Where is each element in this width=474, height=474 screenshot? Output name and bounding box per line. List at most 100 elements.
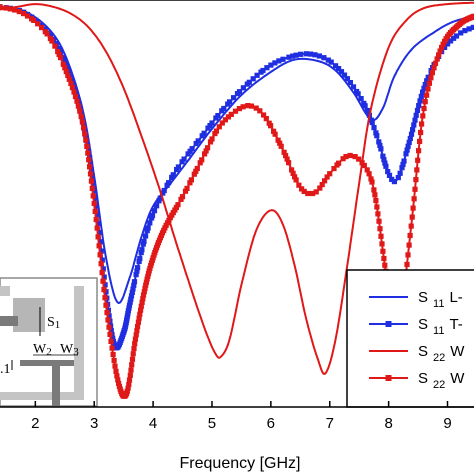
series-2-marker: [130, 286, 136, 292]
series-2-marker: [98, 248, 104, 254]
series-2-marker: [209, 120, 215, 126]
series-4-marker: [310, 190, 316, 197]
legend-label: S 22 W: [418, 343, 465, 364]
series-4-marker: [191, 171, 197, 177]
series-2-marker: [166, 180, 172, 186]
series-2-marker: [106, 313, 112, 319]
series-4-marker: [356, 156, 362, 162]
series-4-marker: [65, 72, 71, 78]
series-2-marker: [404, 147, 410, 153]
series-4-marker: [471, 13, 474, 19]
series-2-marker: [442, 44, 448, 50]
series-4-marker: [281, 149, 287, 155]
series-3-line: [0, 1, 474, 375]
series-4-marker: [108, 338, 114, 344]
series-2-marker: [358, 96, 364, 102]
series-4-marker: [290, 170, 296, 176]
series-4-marker: [136, 315, 142, 321]
series-4-marker: [417, 138, 423, 144]
series-2-marker: [401, 158, 407, 164]
series-2-marker: [276, 58, 282, 64]
series-2-marker: [246, 79, 252, 85]
series-4-marker: [24, 13, 31, 19]
series-2-marker: [129, 289, 135, 295]
series-4-marker: [236, 106, 242, 112]
series-2-marker: [240, 85, 246, 91]
series-4-marker: [3, 5, 9, 11]
series-4-marker: [98, 261, 104, 267]
series-2-marker: [56, 46, 62, 52]
series-4-marker: [216, 124, 222, 130]
series-4-marker: [194, 165, 200, 172]
series-4-marker: [199, 157, 205, 163]
series-2-marker: [133, 272, 139, 278]
series-2-marker: [181, 156, 187, 162]
series-4-marker: [261, 112, 267, 118]
series-2-marker: [290, 53, 296, 59]
series-4-marker: [170, 210, 176, 216]
series-4-marker: [83, 137, 89, 143]
series-4-marker: [372, 192, 378, 198]
x-tick-label: 9: [443, 415, 451, 432]
series-4-marker: [132, 341, 138, 347]
series-4-marker: [7, 6, 13, 12]
series-2-marker: [94, 211, 100, 217]
series-2-marker: [136, 258, 142, 265]
series-4-marker: [173, 204, 179, 210]
series-4-marker: [140, 292, 147, 298]
series-4-marker: [184, 185, 190, 191]
series-2-marker: [286, 54, 292, 60]
series-2-marker: [160, 190, 166, 196]
series-2-marker: [135, 265, 141, 271]
series-4-marker: [71, 89, 77, 95]
series-4-marker: [428, 75, 434, 81]
series-4-marker: [103, 302, 109, 308]
series-4-marker: [57, 55, 64, 61]
series-2-marker: [422, 81, 428, 88]
series-4-marker: [100, 278, 106, 284]
series-2-marker: [413, 112, 419, 118]
series-4-marker: [79, 119, 85, 125]
series-2-marker: [175, 164, 181, 170]
series-4-marker: [253, 105, 259, 111]
series-4-marker: [92, 208, 98, 214]
series-2-marker: [102, 282, 108, 288]
series-2-marker: [408, 131, 415, 137]
series-4-marker: [275, 137, 281, 143]
series-4-marker: [85, 150, 91, 156]
series-4-marker: [412, 186, 418, 192]
series-4-marker: [359, 160, 365, 166]
series-4-marker: [115, 377, 121, 383]
series-2-marker: [126, 302, 133, 308]
series-4-marker: [69, 85, 75, 91]
series-4-marker: [104, 310, 110, 316]
series-4-marker: [49, 38, 55, 44]
series-4-marker: [131, 346, 137, 352]
series-4-marker: [0, 4, 3, 10]
series-4-marker: [66, 76, 72, 82]
series-2-marker: [88, 167, 94, 173]
series-4-marker: [406, 242, 412, 248]
series-2-marker: [382, 160, 388, 166]
inset-label-w2: W2: [33, 342, 52, 358]
series-2-marker: [383, 163, 389, 169]
series-4-marker: [219, 120, 225, 126]
series-4-marker: [84, 143, 90, 150]
series-2-marker: [418, 93, 424, 99]
series-4-marker: [87, 164, 93, 170]
series-4-marker: [426, 80, 432, 86]
legend-swatch-marker: [385, 321, 392, 327]
series-2-marker: [308, 51, 314, 57]
series-4-marker: [95, 234, 101, 240]
series-4-marker: [126, 381, 132, 388]
series-2-marker: [100, 266, 106, 272]
series-2-marker: [215, 113, 221, 119]
series-4-marker: [313, 189, 319, 195]
series-4-marker: [415, 157, 421, 163]
series-4-marker: [368, 176, 374, 182]
series-4-marker: [112, 363, 118, 369]
series-4-marker: [114, 373, 120, 379]
series-4-marker: [373, 198, 379, 204]
series-4-marker: [178, 196, 184, 202]
series-4-marker: [56, 51, 62, 58]
